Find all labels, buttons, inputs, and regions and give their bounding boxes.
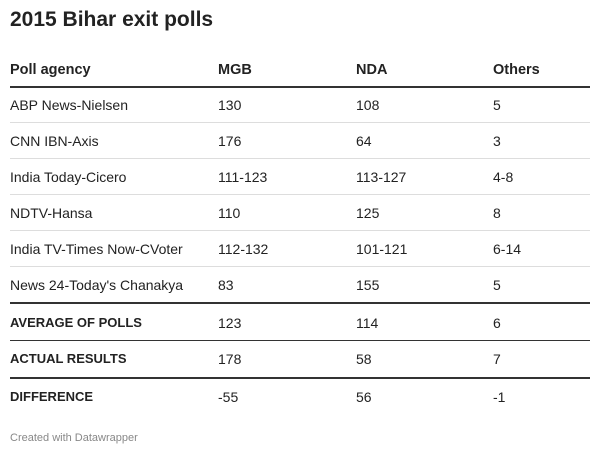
- table-cell: India Today-Cicero: [10, 169, 127, 185]
- table-cell: NDTV-Hansa: [10, 205, 93, 221]
- table-cell: 130: [218, 97, 242, 113]
- summary-cell: 6: [493, 315, 501, 331]
- summary-cell: -1: [493, 389, 506, 405]
- table-cell: 111-123: [218, 169, 268, 185]
- column-header: MGB: [218, 62, 252, 78]
- table-cell: 176: [218, 133, 242, 149]
- row-rule: [10, 340, 590, 341]
- column-header: Poll agency: [10, 62, 91, 78]
- row-rule: [10, 230, 590, 231]
- table-cell: 4-8: [493, 169, 514, 185]
- table-cell: 112-132: [218, 241, 269, 257]
- table-cell: 108: [356, 97, 380, 113]
- table-cell: 64: [356, 133, 372, 149]
- summary-cell: 114: [356, 315, 379, 331]
- row-rule: [10, 194, 590, 195]
- table-cell: 3: [493, 133, 501, 149]
- table-cell: 83: [218, 277, 234, 293]
- column-header: NDA: [356, 62, 388, 78]
- summary-cell: 58: [356, 351, 372, 367]
- table-cell: 110: [218, 205, 241, 221]
- title: 2015 Bihar exit polls: [10, 8, 214, 31]
- table-cell: 101-121: [356, 241, 408, 257]
- summary-cell: ACTUAL RESULTS: [10, 351, 127, 366]
- table-cell: News 24-Today's Chanakya: [10, 277, 184, 293]
- row-rule: [10, 122, 590, 123]
- summary-cell: 123: [218, 315, 242, 331]
- row-rule: [10, 266, 590, 267]
- summary-cell: -55: [218, 389, 239, 405]
- table-cell: 113-127: [356, 169, 407, 185]
- summary-cell: AVERAGE OF POLLS: [10, 315, 142, 330]
- row-rule: [10, 302, 590, 304]
- table-cell: 5: [493, 277, 501, 293]
- credit: Created with Datawrapper: [10, 432, 138, 444]
- table-cell: CNN IBN-Axis: [10, 133, 99, 149]
- row-rule: [10, 86, 590, 88]
- table-cell: 6-14: [493, 241, 522, 257]
- table-cell: 125: [356, 205, 380, 221]
- summary-cell: DIFFERENCE: [10, 389, 94, 404]
- summary-cell: 178: [218, 351, 242, 367]
- summary-cell: 7: [493, 351, 501, 367]
- table-cell: 5: [493, 97, 501, 113]
- table-cell: 8: [493, 205, 501, 221]
- column-header: Others: [493, 62, 540, 78]
- table-cell: 155: [356, 277, 380, 293]
- table-cell: India TV-Times Now-CVoter: [10, 241, 183, 257]
- summary-cell: 56: [356, 389, 372, 405]
- row-rule: [10, 158, 590, 159]
- table-cell: ABP News-Nielsen: [10, 97, 129, 113]
- row-rule: [10, 377, 590, 379]
